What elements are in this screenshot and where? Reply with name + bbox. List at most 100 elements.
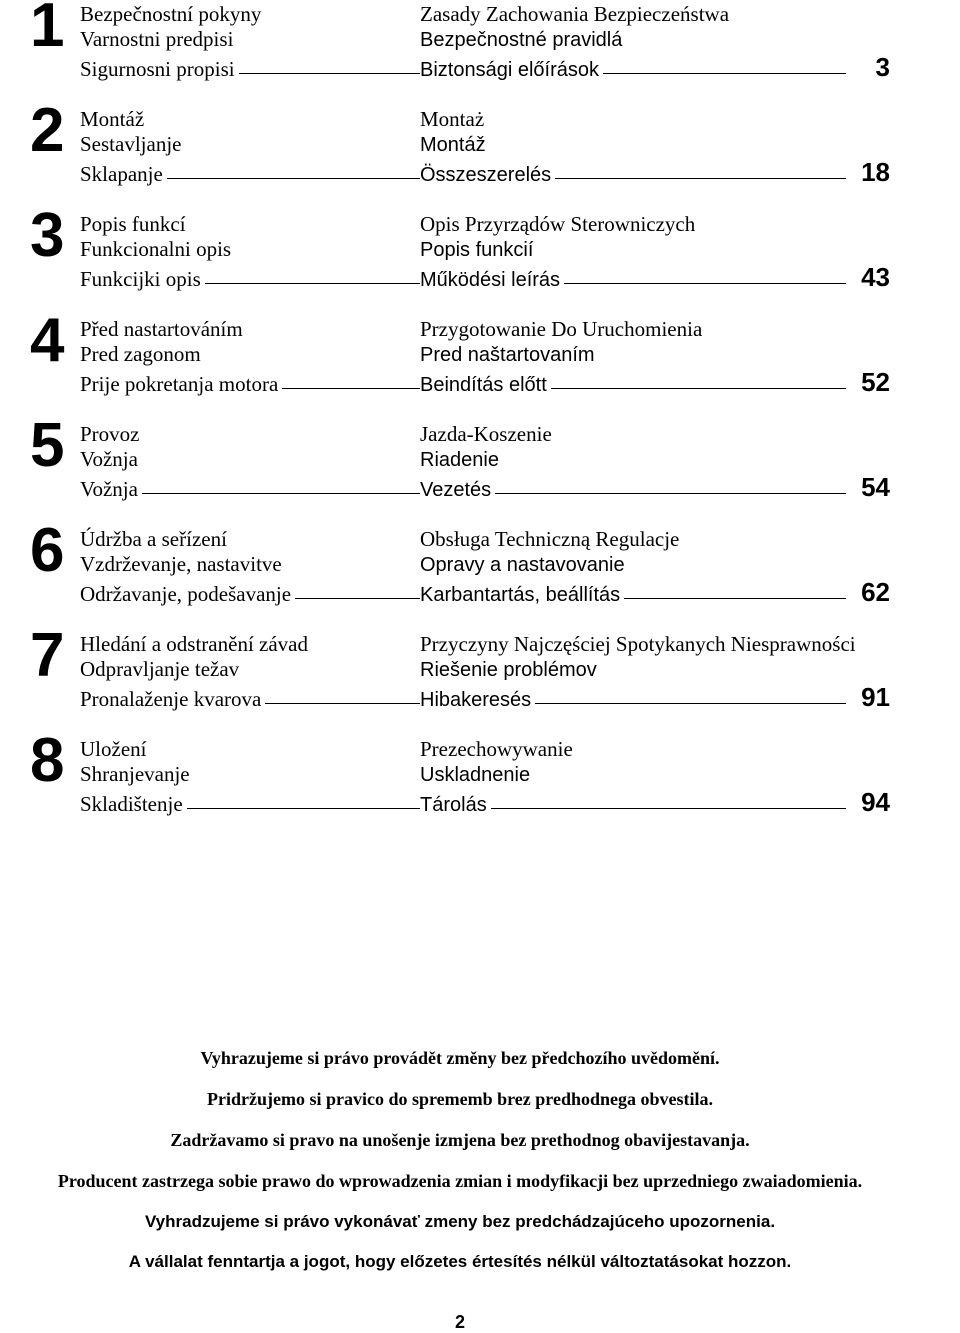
section-body: Bezpečnostní pokynyZasady Zachowania Bez… [80, 0, 890, 83]
toc-right-label: Riadenie [420, 449, 890, 472]
toc-left-label: Provoz [80, 422, 420, 447]
toc-section: 8UloženíPrezechowywanieShranjevanjeUskla… [30, 735, 890, 818]
section-number: 8 [30, 735, 80, 788]
toc-page-number: 43 [846, 262, 890, 293]
toc-row: ProvozJazda-Koszenie [80, 422, 890, 447]
toc-row: Funkcionalni opisPopis funkcií [80, 237, 890, 262]
disclaimer-text: Vyhradzujeme si právo vykonávať zmeny be… [30, 1212, 890, 1232]
toc-row-last: Sigurnosni propisi Biztonsági előírások 3 [80, 52, 890, 83]
disclaimer-text: Zadržavamo si pravo na unošenje izmjena … [30, 1130, 890, 1151]
toc-row: Údržba a seřízeníObsługa Techniczną Regu… [80, 527, 890, 552]
toc-left-label: Shranjevanje [80, 762, 420, 787]
section-number: 2 [30, 105, 80, 158]
section-body: ProvozJazda-KoszenieVožnjaRiadenieVožnja… [80, 420, 890, 503]
toc-right-label: Prezechowywanie [420, 737, 890, 762]
toc-section: 7Hledání a odstranění závadPrzyczyny Naj… [30, 630, 890, 713]
toc-row-last: Održavanje, podešavanjeKarbantartás, beá… [80, 577, 890, 608]
toc-left-label: Uložení [80, 737, 420, 762]
toc-left-label: Prije pokretanja motora [80, 372, 282, 397]
toc-page-number: 62 [846, 577, 890, 608]
toc-section: 3Popis funkcíOpis Przyrządów Sterowniczy… [30, 210, 890, 293]
toc-left-label: Vzdrževanje, nastavitve [80, 552, 420, 577]
toc-right-label: Montaż [420, 107, 890, 132]
toc-row-last: Skladištenje Tárolás 94 [80, 787, 890, 818]
toc-row: UloženíPrezechowywanie [80, 737, 890, 762]
toc-row-last: Funkcijki opis Működési leírás 43 [80, 262, 890, 293]
toc-page-number: 54 [846, 472, 890, 503]
toc-section: 5ProvozJazda-KoszenieVožnjaRiadenieVožnj… [30, 420, 890, 503]
toc-right-label: Riešenie problémov [420, 659, 890, 682]
toc-right-label: Karbantartás, beállítás [420, 584, 624, 607]
section-number: 7 [30, 630, 80, 683]
section-number: 6 [30, 525, 80, 578]
toc-left-label: Údržba a seřízení [80, 527, 420, 552]
leader-line [282, 388, 420, 389]
toc-page-number: 52 [846, 367, 890, 398]
toc-left-label: Popis funkcí [80, 212, 420, 237]
disclaimer-block: Vyhrazujeme si právo provádět změny bez … [30, 1048, 890, 1272]
leader-line [142, 493, 420, 494]
toc-right-label: Működési leírás [420, 269, 564, 292]
toc-left-label: Varnostni predpisi [80, 27, 420, 52]
toc-row: Hledání a odstranění závadPrzyczyny Najc… [80, 632, 890, 657]
toc-page-number: 3 [846, 52, 890, 83]
footer-page-number: 2 [30, 1312, 890, 1333]
toc-left-label: Vožnja [80, 477, 142, 502]
toc-left-label: Sestavljanje [80, 132, 420, 157]
toc-row: ShranjevanjeUskladnenie [80, 762, 890, 787]
toc-right-label: Uskladnenie [420, 764, 890, 787]
leader-line [167, 178, 420, 179]
toc-row: Bezpečnostní pokynyZasady Zachowania Bez… [80, 2, 890, 27]
toc-row: Vzdrževanje, nastavitveOpravy a nastavov… [80, 552, 890, 577]
toc-left-label: Hledání a odstranění závad [80, 632, 420, 657]
toc-left-label: Skladištenje [80, 792, 187, 817]
leader-line [239, 73, 420, 74]
toc-left-label: Bezpečnostní pokyny [80, 2, 420, 27]
toc-right-label: Hibakeresés [420, 689, 535, 712]
toc-row: MontážMontaż [80, 107, 890, 132]
toc-right-label: Opis Przyrządów Sterowniczych [420, 212, 890, 237]
section-number: 3 [30, 210, 80, 263]
leader-line [295, 598, 420, 599]
leader-line [205, 283, 420, 284]
leader-line [187, 808, 420, 809]
toc-row: Odpravljanje težavRiešenie problémov [80, 657, 890, 682]
toc-left-label: Pred zagonom [80, 342, 420, 367]
disclaimer-text: Vyhrazujeme si právo provádět změny bez … [30, 1048, 890, 1069]
toc-right-label: Przyczyny Najczęściej Spotykanych Niespr… [420, 632, 890, 657]
toc-right-label: Tárolás [420, 794, 491, 817]
toc-right-label: Montáž [420, 134, 890, 157]
leader-line [603, 73, 846, 74]
section-body: MontážMontażSestavljanjeMontážSklapanjeÖ… [80, 105, 890, 188]
toc-right-label: Popis funkcií [420, 239, 890, 262]
toc-row-last: Prije pokretanja motora Beindítás előtt 52 [80, 367, 890, 398]
leader-line [564, 283, 846, 284]
toc-right-label: Opravy a nastavovanie [420, 554, 890, 577]
toc-right-label: Vezetés [420, 479, 495, 502]
section-number: 4 [30, 315, 80, 368]
toc-page-number: 94 [846, 787, 890, 818]
toc-right-label: Przygotowanie Do Uruchomienia [420, 317, 890, 342]
leader-line [555, 178, 846, 179]
toc-right-label: Obsługa Techniczną Regulacje [420, 527, 890, 552]
section-body: Údržba a seřízeníObsługa Techniczną Regu… [80, 525, 890, 608]
leader-line [535, 703, 846, 704]
table-of-contents: 1Bezpečnostní pokynyZasady Zachowania Be… [30, 0, 890, 818]
toc-left-label: Funkcijki opis [80, 267, 205, 292]
disclaimer-text: A vállalat fenntartja a jogot, hogy előz… [30, 1252, 890, 1272]
toc-row-last: Pronalaženje kvarovaHibakeresés91 [80, 682, 890, 713]
toc-right-label: Biztonsági előírások [420, 59, 603, 82]
disclaimer-text: Pridržujemo si pravico do sprememb brez … [30, 1089, 890, 1110]
toc-section: 6Údržba a seřízeníObsługa Techniczną Reg… [30, 525, 890, 608]
toc-left-label: Vožnja [80, 447, 420, 472]
toc-page-number: 18 [846, 157, 890, 188]
toc-right-label: Pred naštartovaním [420, 344, 890, 367]
toc-left-label: Sklapanje [80, 162, 167, 187]
section-body: Hledání a odstranění závadPrzyczyny Najc… [80, 630, 890, 713]
toc-right-label: Beindítás előtt [420, 374, 551, 397]
toc-left-label: Sigurnosni propisi [80, 57, 239, 82]
toc-row-last: Vožnja Vezetés 54 [80, 472, 890, 503]
toc-left-label: Montáž [80, 107, 420, 132]
toc-right-label: Zasady Zachowania Bezpieczeństwa [420, 2, 890, 27]
disclaimer-text: Producent zastrzega sobie prawo do wprow… [30, 1171, 890, 1192]
